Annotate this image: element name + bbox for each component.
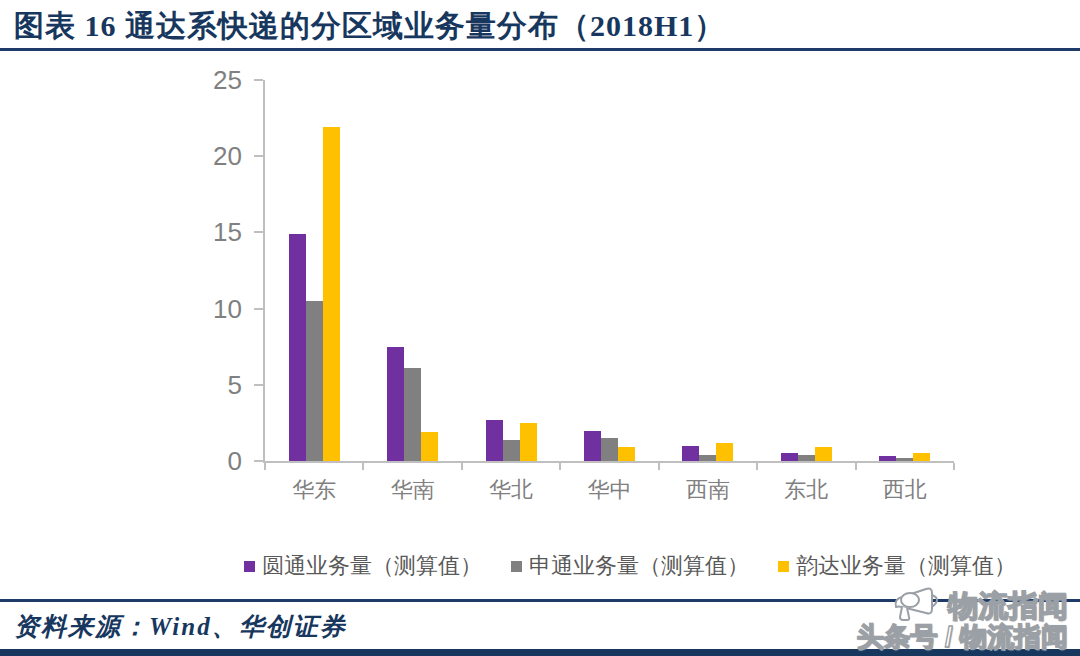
bar-group [856,80,954,461]
watermark-account: 头条号 / 物流指闻 [856,623,1068,653]
y-axis-labels: 0510152025 [0,80,242,461]
bar-华南 [421,432,438,461]
legend-item: 韵达业务量（测算值） [778,551,1016,581]
x-axis-label: 华南 [391,475,435,505]
bar-group [757,80,855,461]
bar-group [363,80,461,461]
bar-华东 [323,127,340,461]
x-tick-mark [953,463,955,470]
legend-label: 韵达业务量（测算值） [796,551,1016,581]
x-tick-mark [756,463,758,470]
bar-东北 [798,455,815,461]
bar-华东 [306,301,323,461]
x-tick-mark [559,463,561,470]
x-axis-label: 华北 [489,475,533,505]
bar-group [462,80,560,461]
y-tick-label: 20 [213,143,242,169]
bar-华中 [584,431,601,461]
legend-swatch [244,561,255,572]
bar-华中 [618,447,635,461]
bar-华东 [289,234,306,461]
bar-华中 [601,438,618,461]
y-tick-label: 10 [213,296,242,322]
bar-西南 [682,446,699,461]
bar-东北 [781,453,798,461]
legend-swatch [511,561,522,572]
x-axis-label: 华东 [292,475,336,505]
y-tick-label: 15 [213,219,242,245]
legend-swatch [778,561,789,572]
bar-西北 [896,458,913,461]
chart-legend: 圆通业务量（测算值） 申通业务量（测算值） 韵达业务量（测算值） [244,551,1016,581]
x-tick-mark [461,463,463,470]
y-tick-mark [254,460,263,462]
bar-华南 [404,368,421,461]
legend-item: 申通业务量（测算值） [511,551,749,581]
legend-item: 圆通业务量（测算值） [244,551,482,581]
bar-华北 [520,423,537,461]
bar-西北 [913,453,930,461]
bar-华北 [486,420,503,461]
x-axis-label: 西北 [883,475,927,505]
plot-area: 华东华南华北华中西南东北西北 [263,80,954,463]
y-tick-mark [254,155,263,157]
x-tick-mark [264,463,266,470]
watermark: 物流指闻 头条号 / 物流指闻 [856,585,1068,653]
bar-华南 [387,347,404,461]
legend-label: 圆通业务量（测算值） [262,551,482,581]
bar-西北 [879,456,896,461]
bar-group [659,80,757,461]
page-title: 图表 16 通达系快递的分区域业务量分布（2018H1） [14,6,725,47]
y-tick-mark [254,308,263,310]
bar-group [265,80,363,461]
bar-西南 [699,455,716,461]
source-note: 资料来源：Wind、华创证券 [14,610,347,643]
x-axis-label: 西南 [686,475,730,505]
y-tick-label: 5 [228,372,242,398]
bar-华北 [503,440,520,461]
bar-东北 [815,447,832,461]
watermark-brand: 物流指闻 [948,589,1068,622]
y-tick-mark [254,231,263,233]
x-tick-mark [855,463,857,470]
y-tick-mark [254,79,263,81]
megaphone-icon [888,585,946,625]
y-tick-mark [254,384,263,386]
y-tick-label: 0 [228,448,242,474]
x-axis-label: 华中 [588,475,632,505]
bar-西南 [716,443,733,461]
legend-label: 申通业务量（测算值） [529,551,749,581]
x-tick-mark [362,463,364,470]
y-tick-label: 25 [213,67,242,93]
x-tick-mark [658,463,660,470]
watermark-brand-line: 物流指闻 [856,585,1068,625]
x-axis-label: 东北 [784,475,828,505]
bar-group [560,80,658,461]
title-divider [0,48,1080,51]
